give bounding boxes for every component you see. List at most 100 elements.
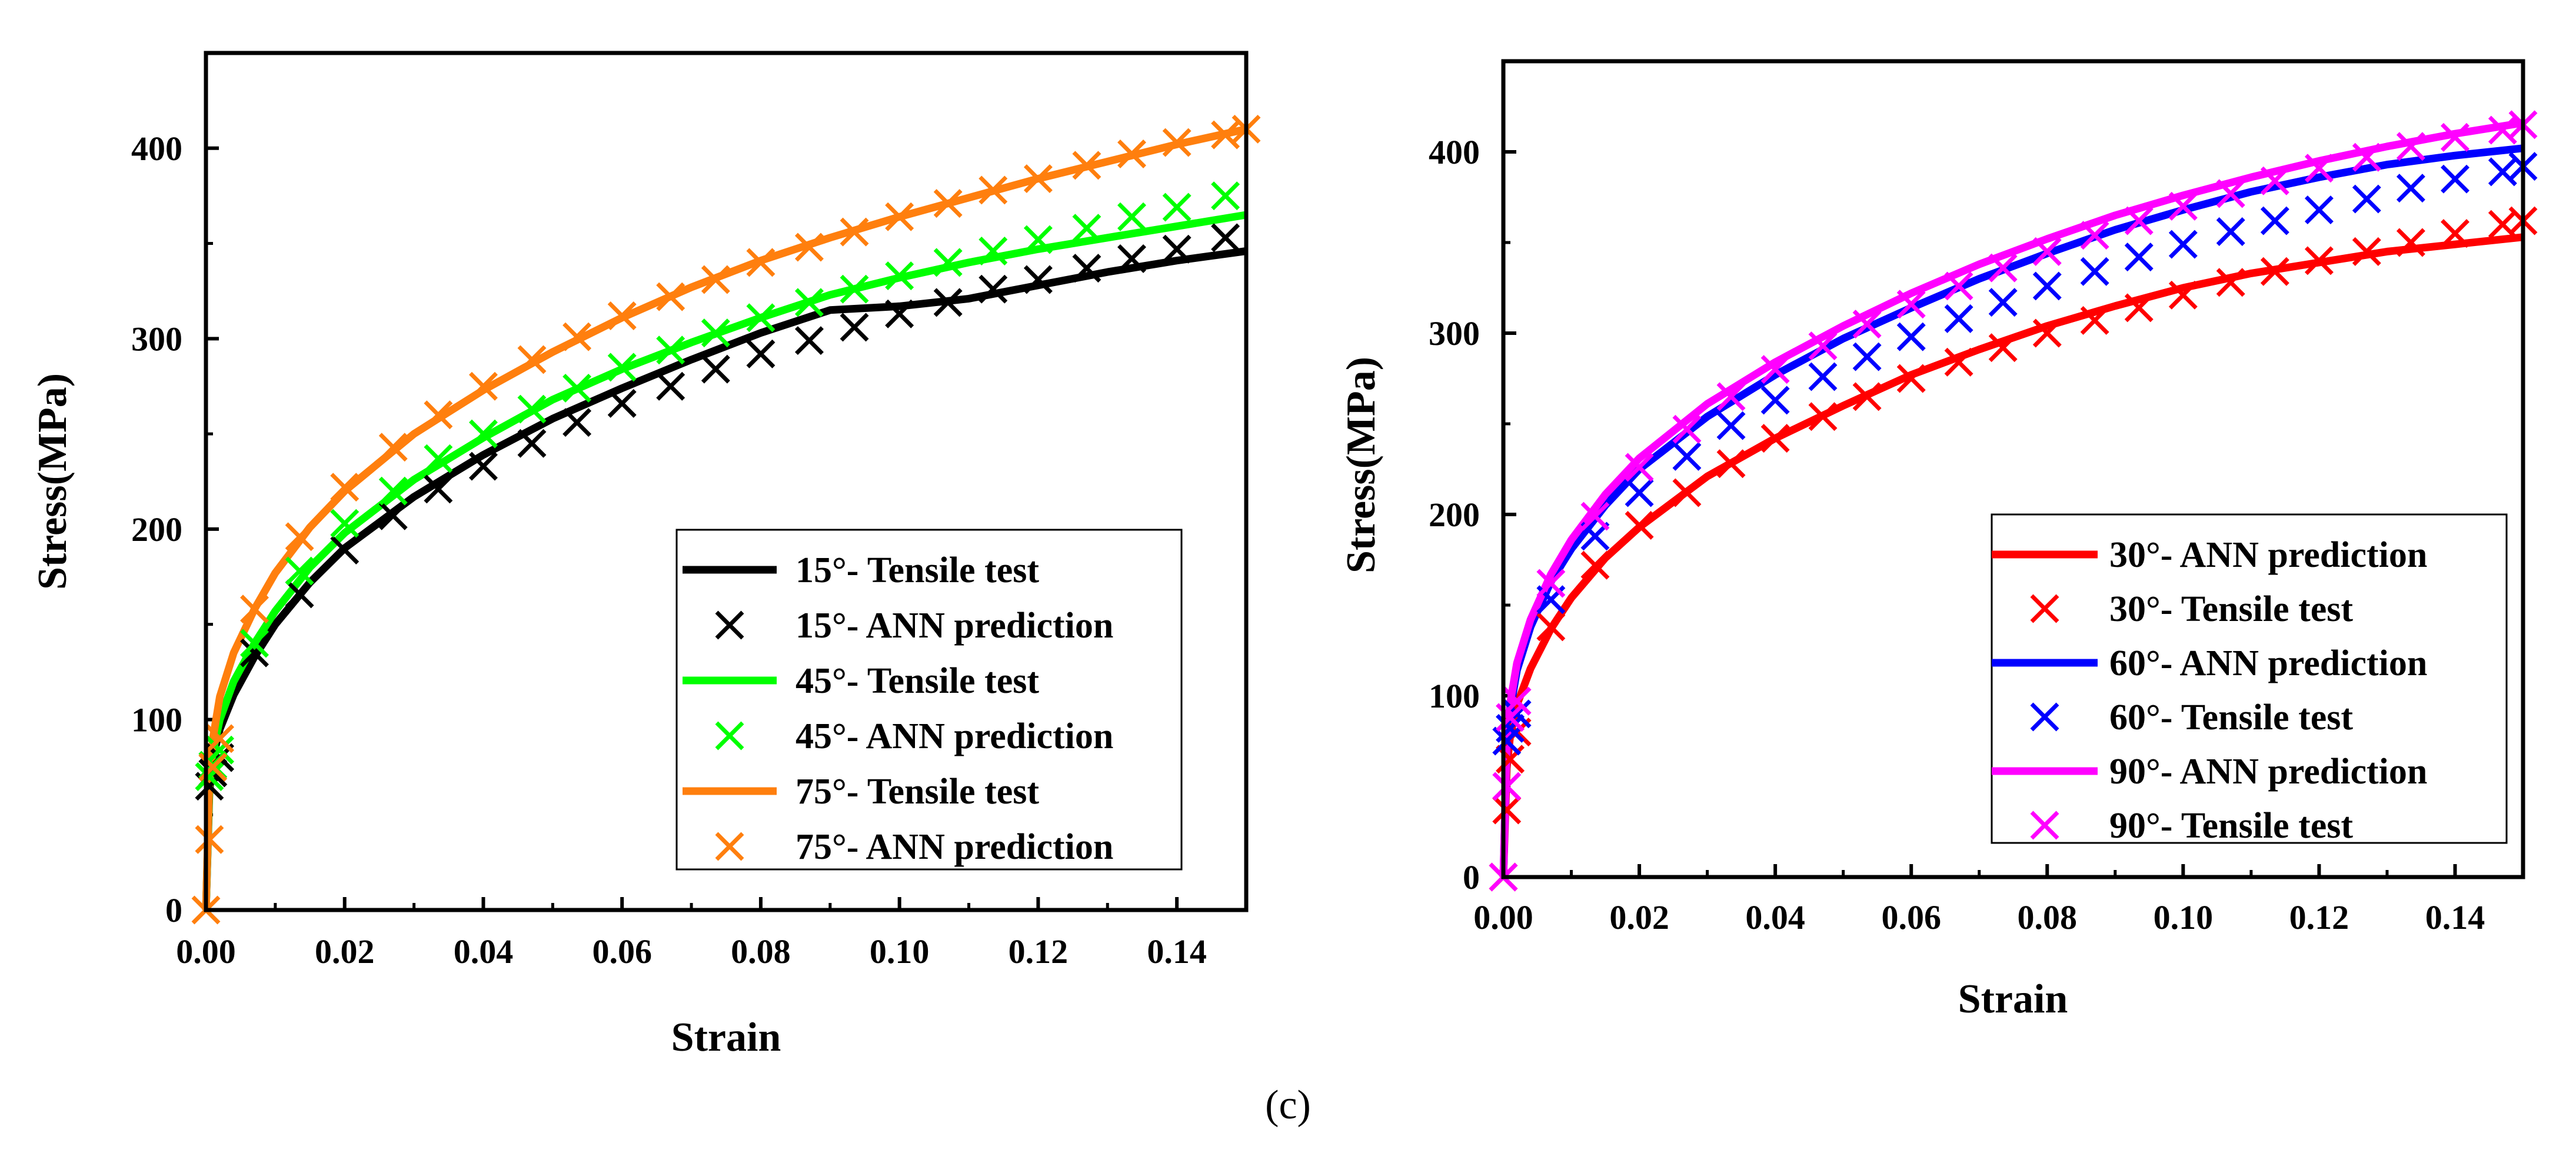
left-y-tick-label: 400	[131, 129, 182, 168]
right-data-point	[2352, 142, 2381, 172]
left-x-tick-label: 0.10	[870, 932, 930, 971]
left-data-point	[607, 353, 637, 382]
right-y-tick-label: 100	[1429, 677, 1480, 715]
right-data-point	[2260, 206, 2289, 235]
figure-caption: (c)	[1265, 1082, 1311, 1128]
right-data-point	[2396, 174, 2425, 203]
left-x-axis-label: Strain	[671, 1015, 781, 1060]
left-data-point	[563, 373, 592, 403]
left-data-point	[656, 371, 685, 401]
right-data-point	[2396, 228, 2425, 257]
right-data-point	[1502, 686, 1532, 716]
left-data-point	[285, 522, 314, 552]
right-data-point	[2216, 217, 2245, 246]
left-series-markers-5	[191, 114, 1261, 925]
right-data-point	[1988, 288, 2018, 317]
right-chart-panel: Strain Stress(MPa) 0.00 0.02 0.04 0.06 0.08 0…	[1339, 59, 2538, 1022]
right-x-tick-label: 0.04	[1745, 898, 1805, 937]
right-data-point	[2080, 221, 2109, 250]
left-data-point	[378, 433, 408, 462]
right-data-point	[2168, 230, 2198, 259]
right-data-point	[1988, 333, 2018, 363]
right-data-point	[2440, 122, 2470, 152]
right-data-point	[1716, 449, 1746, 479]
left-legend-marker-swatch	[715, 610, 744, 640]
left-data-point	[701, 265, 730, 294]
right-data-point	[2216, 179, 2245, 208]
right-data-point	[2396, 132, 2425, 161]
left-data-point	[746, 339, 776, 368]
right-series-line-0	[1499, 233, 2524, 878]
right-data-point	[1625, 478, 1654, 507]
left-data-point	[205, 735, 235, 765]
right-x-tick-label: 0.14	[2425, 898, 2485, 937]
left-legend-label: 15°- ANN prediction	[796, 606, 1113, 646]
left-data-point	[840, 313, 869, 342]
right-plot-frame	[1501, 59, 2525, 879]
left-x-tick-label: 0.14	[1147, 932, 1207, 971]
left-series-line-2	[202, 211, 1247, 911]
right-data-point	[1502, 699, 1532, 729]
right-legend-label: 60°- ANN prediction	[2109, 643, 2427, 683]
left-plot-frame	[204, 51, 1249, 912]
right-x-tick-label: 0.02	[1609, 898, 1669, 937]
left-x-tick-label: 0.06	[592, 932, 652, 971]
left-data-point	[607, 388, 637, 418]
right-data-point	[1852, 382, 1882, 411]
right-legend-label: 60°- Tensile test	[2109, 698, 2353, 738]
left-data-point	[656, 336, 685, 365]
left-data-point	[1072, 151, 1101, 180]
left-data-point	[794, 288, 824, 317]
left-legend-marker-swatch	[715, 832, 744, 861]
left-series-markers-1	[195, 223, 1240, 801]
left-y-tick-label: 200	[131, 510, 182, 549]
right-y-tick-label: 300	[1429, 314, 1480, 353]
left-legend-label: 45°- Tensile test	[796, 661, 1039, 701]
right-x-tick-label: 0.10	[2154, 898, 2214, 937]
right-y-tick-label: 0	[1463, 858, 1480, 896]
left-y-axis-label: Stress(MPa)	[30, 373, 75, 590]
right-plot-area	[1489, 110, 2538, 892]
left-data-point	[240, 595, 269, 624]
right-legend-marker-swatch	[2030, 702, 2059, 732]
right-legend-label: 90°- ANN prediction	[2109, 752, 2427, 792]
left-data-point	[330, 473, 360, 502]
right-x-tick-label: 0.00	[1473, 898, 1533, 937]
right-legend-label: 30°- ANN prediction	[2109, 535, 2427, 575]
left-series-line-0	[202, 247, 1247, 911]
left-data-point	[1162, 192, 1192, 222]
right-data-point	[2032, 237, 2062, 266]
left-data-point	[1117, 202, 1146, 231]
right-legend-box	[1991, 513, 2508, 844]
left-legend-label: 45°- ANN prediction	[796, 716, 1113, 756]
right-data-point	[2260, 257, 2289, 286]
right-data-point	[2304, 246, 2334, 275]
right-legend: 30°- ANN prediction 30°- Tensile test 60°-…	[1991, 513, 2508, 846]
left-data-point	[1162, 128, 1192, 157]
left-data-point	[885, 299, 914, 328]
left-data-point	[424, 400, 453, 430]
right-data-point	[2440, 164, 2470, 194]
right-data-point	[2260, 166, 2289, 195]
right-data-point	[1580, 502, 1610, 531]
right-data-point	[2124, 206, 2154, 235]
right-data-point	[1760, 386, 1790, 415]
right-data-point	[1944, 347, 1973, 377]
right-data-point	[1944, 271, 1973, 301]
right-data-point	[2216, 268, 2245, 297]
left-data-point	[378, 501, 408, 530]
left-data-point	[840, 217, 869, 247]
left-data-point	[517, 345, 547, 374]
right-data-point	[2440, 219, 2470, 248]
right-x-tick-label: 0.08	[2018, 898, 2078, 937]
left-data-point	[563, 408, 592, 437]
right-data-point	[1808, 402, 1838, 431]
left-data-point	[424, 474, 453, 504]
right-data-point	[1672, 441, 1702, 471]
left-data-point	[1117, 244, 1146, 273]
right-data-point	[1625, 453, 1654, 482]
right-data-point	[2352, 184, 2381, 214]
left-data-point	[794, 326, 824, 356]
left-plot-area	[191, 114, 1261, 925]
right-legend-marker-swatch	[2030, 811, 2059, 840]
